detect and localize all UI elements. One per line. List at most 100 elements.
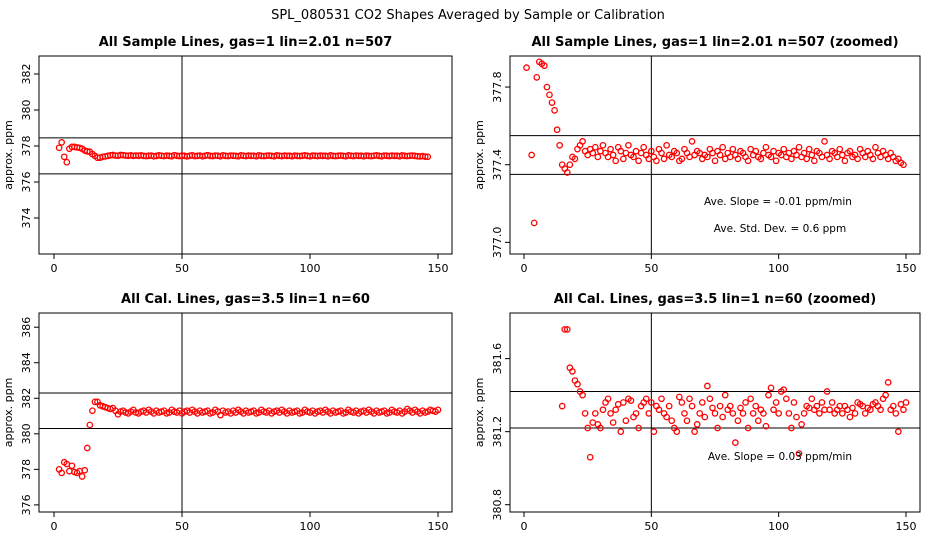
data-point: [632, 410, 640, 417]
data-point: [533, 74, 541, 81]
data-point: [607, 145, 614, 153]
y-tick-label: 381.2: [491, 416, 504, 448]
data-point: [882, 391, 889, 399]
data-point: [581, 410, 589, 417]
data-point: [836, 145, 844, 153]
data-point: [739, 410, 747, 417]
data-point: [688, 402, 696, 410]
data-point: [612, 406, 620, 414]
data-point: [711, 410, 719, 417]
data-point: [523, 64, 530, 71]
data-point: [553, 126, 561, 134]
x-tick-label: 150: [428, 262, 449, 275]
data-point: [541, 62, 548, 70]
data-point: [58, 139, 66, 146]
x-tick-label: 0: [51, 520, 58, 533]
data-point: [892, 410, 900, 417]
y-tick-label: 382: [20, 388, 33, 409]
data-point: [574, 380, 581, 388]
data-point: [877, 406, 884, 414]
data-point: [841, 157, 849, 165]
data-point: [846, 147, 854, 155]
data-point: [795, 450, 803, 457]
data-point: [635, 424, 642, 432]
data-point: [693, 421, 701, 428]
data-point: [782, 395, 790, 403]
data-point: [813, 402, 821, 410]
data-point: [785, 410, 793, 417]
data-point: [421, 153, 429, 160]
data-point: [528, 151, 535, 159]
data-point: [752, 147, 760, 155]
data-point: [609, 151, 617, 159]
data-point: [729, 410, 737, 417]
y-tick-label: 380.8: [491, 489, 504, 521]
data-point: [828, 399, 836, 406]
data-point: [681, 410, 688, 417]
data-point: [788, 155, 795, 163]
data-point: [617, 428, 625, 436]
data-point: [869, 155, 877, 163]
data-point: [678, 399, 686, 406]
data-point: [800, 410, 808, 417]
data-point: [721, 391, 729, 399]
data-point: [884, 379, 892, 386]
data-point: [808, 151, 816, 159]
data-point: [619, 399, 627, 406]
data-point: [775, 410, 783, 417]
data-point: [805, 145, 813, 153]
x-tick-label: 150: [896, 520, 917, 533]
data-point: [551, 107, 558, 114]
y-axis-label: approx. ppm: [2, 378, 15, 448]
x-tick-label: 50: [175, 262, 189, 275]
data-point: [658, 395, 665, 403]
y-tick-label: 381.6: [491, 343, 504, 375]
data-point: [767, 153, 775, 161]
panel-title: All Sample Lines, gas=1 lin=2.01 n=507 (…: [531, 35, 898, 50]
plot-frame: [38, 312, 453, 513]
plot-frame: [38, 55, 453, 255]
data-point: [780, 145, 788, 153]
annotation: Ave. Slope = 0.03 ppm/min: [708, 451, 852, 463]
data-point: [650, 428, 658, 436]
panel-title: All Cal. Lines, gas=3.5 lin=1 n=60 (zoom…: [554, 292, 876, 307]
x-tick-label: 100: [300, 262, 321, 275]
data-point: [630, 153, 637, 161]
data-point: [767, 384, 775, 392]
y-axis-label: approx. ppm: [473, 378, 486, 448]
annotation: Ave. Slope = -0.01 ppm/min: [704, 196, 852, 208]
data-point: [826, 406, 833, 414]
data-point: [591, 143, 599, 151]
data-point: [594, 153, 602, 161]
y-tick-label: 376: [20, 494, 33, 515]
y-tick-label: 380: [20, 423, 33, 444]
x-tick-label: 150: [896, 262, 917, 275]
data-point: [780, 386, 788, 394]
data-point: [798, 421, 805, 428]
data-point: [434, 406, 442, 414]
data-point: [770, 406, 777, 414]
data-point: [719, 413, 726, 421]
data-point: [55, 144, 63, 152]
data-point: [754, 417, 762, 425]
data-point: [658, 149, 665, 157]
data-point: [704, 382, 711, 390]
annotation: Ave. Std. Dev. = 0.6 ppm: [714, 223, 846, 235]
data-point: [81, 466, 89, 474]
data-point: [546, 91, 553, 99]
y-axis-label: approx. ppm: [473, 120, 486, 190]
data-point: [742, 399, 749, 406]
data-point: [627, 397, 635, 404]
x-tick-label: 0: [521, 262, 528, 275]
data-point: [619, 155, 627, 163]
data-point: [866, 406, 874, 414]
x-tick-label: 0: [521, 520, 528, 533]
data-point: [810, 157, 818, 165]
data-point: [709, 404, 716, 412]
data-point: [726, 402, 734, 410]
data-point: [772, 399, 780, 406]
data-point: [60, 153, 68, 161]
y-tick-label: 374: [20, 208, 33, 229]
data-point: [706, 395, 714, 403]
